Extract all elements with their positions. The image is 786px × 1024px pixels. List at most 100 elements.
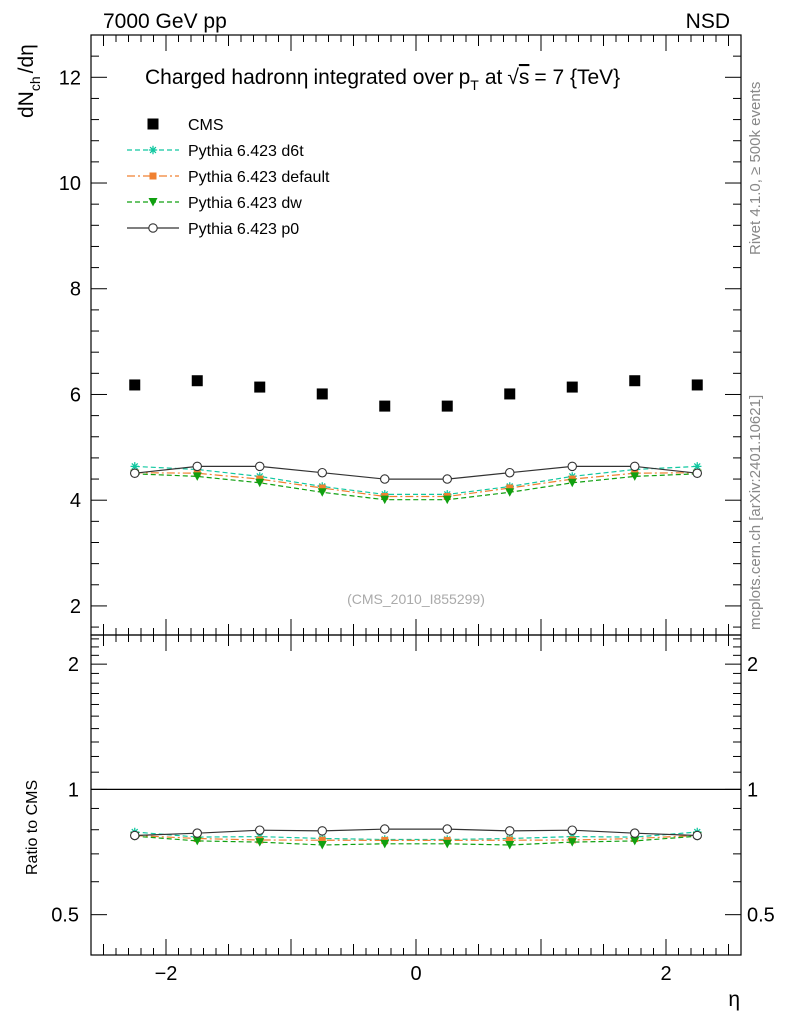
legend-marker-p0 xyxy=(148,223,158,233)
ratio-point-dw xyxy=(380,839,390,849)
main-point-cms xyxy=(629,375,641,387)
main-point-p0 xyxy=(255,461,265,472)
ratio-point-dw xyxy=(192,836,202,846)
legend-entry-d6t: Pythia 6.423 d6t xyxy=(127,143,304,160)
ratio-point-p0 xyxy=(379,824,390,834)
main-point-cms xyxy=(129,379,141,391)
ratio-ylabel: Ratio to CMS xyxy=(24,780,41,875)
ratio-point-p0 xyxy=(629,828,640,838)
ratio-ytick-label-right: 0.5 xyxy=(747,905,775,927)
ratio-ytick-label-left: 2 xyxy=(68,654,79,676)
analysis-watermark: (CMS_2010_I855299) xyxy=(347,591,485,607)
ratio-series-dw xyxy=(130,832,702,850)
main-point-cms xyxy=(691,379,703,391)
ratio-ytick-label-right: 1 xyxy=(747,779,758,801)
main-series-dw xyxy=(130,469,702,505)
legend-marker-d6t xyxy=(148,145,158,155)
legend-marker-default xyxy=(149,172,157,180)
legend-entry-p0: Pythia 6.423 p0 xyxy=(127,221,299,238)
legend-marker-cms xyxy=(147,118,159,130)
legend-label-dw: Pythia 6.423 dw xyxy=(188,195,302,212)
mcplots-label: mcplots.cern.ch [arXiv:2401.10621] xyxy=(747,395,764,630)
main-line-p0 xyxy=(134,465,698,480)
ratio-point-p0 xyxy=(692,830,702,841)
ratio-line-d6t xyxy=(134,831,698,841)
ratio-line-p0 xyxy=(134,828,698,837)
main-line-d6t xyxy=(134,465,698,495)
ratio-ytick-label-left: 0.5 xyxy=(51,905,79,927)
ratio-line-dw xyxy=(134,835,698,846)
main-point-p0 xyxy=(192,461,203,472)
ratio-point-p0 xyxy=(442,824,452,834)
main-point-dw xyxy=(255,478,265,488)
ratio-ytick-label-right: 2 xyxy=(747,654,758,676)
main-ylabel: dNch/dη xyxy=(15,44,43,118)
main-point-p0 xyxy=(629,461,640,472)
xtick-label: 2 xyxy=(660,963,671,985)
x-axis-label: η xyxy=(728,988,740,1011)
header-left: 7000 GeV pp xyxy=(103,10,227,33)
main-point-dw xyxy=(567,478,577,488)
main-ytick-label: 2 xyxy=(70,596,81,618)
ratio-point-dw xyxy=(317,841,327,850)
ratio-ytick-label-left: 1 xyxy=(68,779,79,801)
main-point-dw xyxy=(192,472,202,481)
main-point-p0 xyxy=(130,468,140,478)
main-point-p0 xyxy=(442,474,452,484)
ratio-point-p0 xyxy=(504,826,515,836)
legend-label-p0: Pythia 6.423 p0 xyxy=(188,221,299,238)
main-point-d6t xyxy=(130,462,139,471)
main-point-default xyxy=(318,484,326,492)
main-series-cms xyxy=(129,375,703,412)
ratio-point-p0 xyxy=(255,825,265,835)
ratio-point-default xyxy=(506,836,514,844)
plot-title: Charged hadronη integrated over pT at √s = 7 … xyxy=(145,66,620,93)
header-right: NSD xyxy=(686,10,730,33)
ratio-point-p0 xyxy=(192,828,203,838)
ratio-point-dw xyxy=(567,838,577,847)
legend-marker-dw xyxy=(148,198,158,207)
ratio-point-dw xyxy=(442,839,452,849)
ratio-point-p0 xyxy=(130,830,140,841)
main-ytick-label: 10 xyxy=(59,173,81,195)
main-line-dw xyxy=(134,473,698,501)
main-point-d6t xyxy=(693,462,702,471)
main-point-cms xyxy=(441,400,453,412)
ratio-point-dw xyxy=(255,838,265,847)
legend-label-cms: CMS xyxy=(188,117,224,134)
legend: CMS Pythia 6.423 d6t Pythia 6.423 default P… xyxy=(127,117,330,238)
main-point-cms xyxy=(504,388,516,400)
legend-entry-dw: Pythia 6.423 dw xyxy=(127,195,302,212)
main-point-dw xyxy=(442,495,452,505)
ratio-axis-ticks: −2 0 2 0.5 0.5 1 1 2 2 xyxy=(51,635,775,985)
xtick-label: 0 xyxy=(410,963,421,985)
ratio-line-default xyxy=(134,834,698,842)
ratio-point-dw xyxy=(630,836,640,846)
main-point-dw xyxy=(317,488,327,497)
main-line-default xyxy=(134,472,698,498)
main-point-cms xyxy=(254,381,266,393)
ratio-point-p0 xyxy=(567,825,577,835)
main-point-dw xyxy=(505,488,515,497)
main-point-p0 xyxy=(317,467,327,478)
main-ytick-label: 8 xyxy=(70,279,81,301)
main-ytick-label: 4 xyxy=(70,490,81,512)
legend-entry-cms: CMS xyxy=(147,117,224,134)
legend-label-d6t: Pythia 6.423 d6t xyxy=(188,143,304,160)
ratio-point-p0 xyxy=(317,826,327,836)
main-ytick-label: 12 xyxy=(59,67,81,89)
main-series-d6t xyxy=(130,462,702,499)
ratio-series-default xyxy=(131,831,701,844)
ratio-panel-frame xyxy=(90,634,742,956)
main-point-cms xyxy=(379,400,391,412)
main-point-dw xyxy=(380,495,390,505)
main-point-cms xyxy=(316,388,328,400)
ratio-series-p0 xyxy=(130,824,702,841)
main-ytick-label: 6 xyxy=(70,384,81,406)
rivet-version-label: Rivet 4.1.0, ≥ 500k events xyxy=(747,82,764,255)
ratio-point-dw xyxy=(505,841,515,850)
ratio-series xyxy=(130,824,702,850)
main-series xyxy=(129,375,703,505)
main-point-cms xyxy=(191,375,203,387)
main-point-p0 xyxy=(379,474,390,484)
